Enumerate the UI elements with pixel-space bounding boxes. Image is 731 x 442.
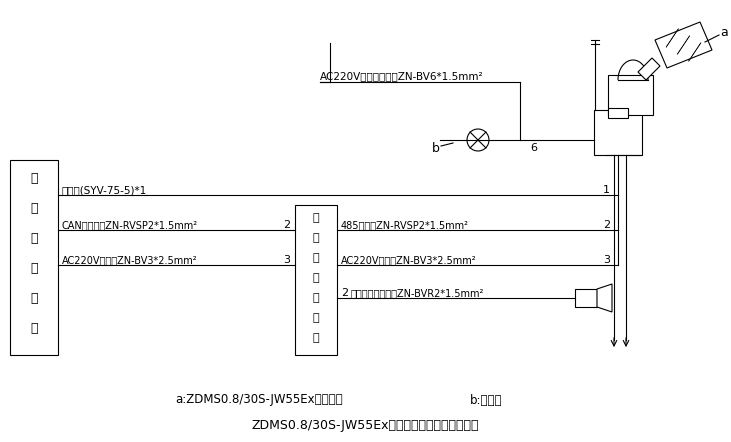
Text: 6: 6 (530, 143, 537, 153)
Text: 2: 2 (341, 288, 348, 298)
Text: 视频线(SYV-75-5)*1: 视频线(SYV-75-5)*1 (62, 185, 147, 195)
Text: 集: 集 (30, 171, 38, 184)
Polygon shape (655, 22, 712, 68)
Text: ZDMS0.8/30S-JW55Ex灭火装置电气组成及示意图: ZDMS0.8/30S-JW55Ex灭火装置电气组成及示意图 (251, 419, 479, 431)
Text: 制: 制 (313, 313, 319, 323)
Text: AC220V电动阀电源线ZN-BV6*1.5mm²: AC220V电动阀电源线ZN-BV6*1.5mm² (320, 71, 484, 81)
Text: 控: 控 (30, 232, 38, 244)
Text: 装: 装 (30, 292, 38, 305)
Text: 控: 控 (313, 293, 319, 303)
Bar (295, 205, 337, 355)
Bar (594, 110, 642, 155)
Text: 中: 中 (30, 202, 38, 214)
Text: 制: 制 (30, 262, 38, 274)
Text: 动: 动 (313, 273, 319, 283)
Text: 1: 1 (603, 185, 610, 195)
Text: b:电动阀: b:电动阀 (470, 393, 502, 407)
Polygon shape (638, 58, 660, 80)
Text: 手: 手 (313, 253, 319, 263)
Text: a: a (720, 26, 728, 38)
Text: 声光报警器电源线ZN-BVR2*1.5mm²: 声光报警器电源线ZN-BVR2*1.5mm² (351, 288, 485, 298)
Text: AC220V电源线ZN-BV3*2.5mm²: AC220V电源线ZN-BV3*2.5mm² (341, 255, 477, 265)
Bar (608, 75, 653, 115)
Text: a:ZDMS0.8/30S-JW55Ex灭火装置: a:ZDMS0.8/30S-JW55Ex灭火装置 (175, 393, 343, 407)
Text: 现: 现 (313, 213, 319, 223)
Text: b: b (432, 141, 440, 155)
Text: 盘: 盘 (313, 333, 319, 343)
Polygon shape (597, 284, 612, 312)
Text: 2: 2 (283, 220, 290, 230)
Text: 3: 3 (283, 255, 290, 265)
Text: 置: 置 (30, 321, 38, 335)
Bar (608, 108, 628, 118)
Text: 2: 2 (603, 220, 610, 230)
Bar (10, 160, 58, 355)
Text: 3: 3 (603, 255, 610, 265)
Text: AC220V电源线ZN-BV3*2.5mm²: AC220V电源线ZN-BV3*2.5mm² (62, 255, 197, 265)
Bar (575, 289, 597, 307)
Text: 485通讯线ZN-RVSP2*1.5mm²: 485通讯线ZN-RVSP2*1.5mm² (341, 220, 469, 230)
Text: 场: 场 (313, 233, 319, 243)
Text: CAN通讯总线ZN-RVSP2*1.5mm²: CAN通讯总线ZN-RVSP2*1.5mm² (62, 220, 198, 230)
